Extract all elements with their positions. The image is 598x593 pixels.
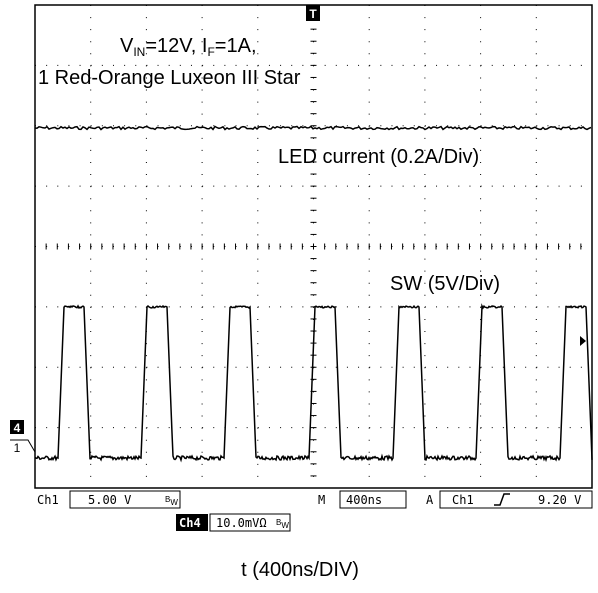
ch1-scale: 5.00 V	[88, 493, 131, 507]
edge-icon	[494, 493, 510, 506]
sw-trace	[34, 303, 593, 463]
condition: VIN=12V, IF=1A,	[120, 35, 257, 59]
ch4-marker	[10, 420, 24, 434]
sw-label: SW (5V/Div)	[390, 273, 500, 295]
led-current-trace	[34, 125, 592, 131]
ch4-name: Ch4	[179, 516, 201, 530]
trig-level: 9.20 V	[538, 493, 581, 507]
box	[439, 490, 593, 509]
ch4-scale: 10.0mVΩ	[216, 516, 267, 530]
trig-source: Ch1	[452, 493, 474, 507]
device: 1 Red-Orange Luxeon III Star	[38, 67, 301, 89]
x-label: t (400ns/DIV)	[241, 559, 359, 581]
bw: BW	[165, 495, 178, 507]
time-scale: 400ns	[346, 493, 382, 507]
trig-prefix: A	[426, 493, 434, 507]
ch4-badge	[176, 514, 208, 531]
ch1-label: 1	[14, 441, 21, 455]
time-prefix: M	[318, 493, 325, 507]
trigger-label: T	[309, 7, 317, 21]
bw: BW	[276, 518, 289, 530]
led-label: LED current (0.2A/Div)	[278, 146, 479, 168]
ch4-label: 4	[14, 421, 21, 435]
box	[69, 490, 181, 509]
ch1-name: Ch1	[37, 493, 59, 507]
trigger-level-marker	[580, 336, 586, 346]
trigger-marker	[306, 5, 320, 21]
box	[339, 490, 407, 509]
ch1-marker	[10, 439, 36, 453]
box	[209, 513, 291, 532]
grid	[34, 4, 593, 489]
